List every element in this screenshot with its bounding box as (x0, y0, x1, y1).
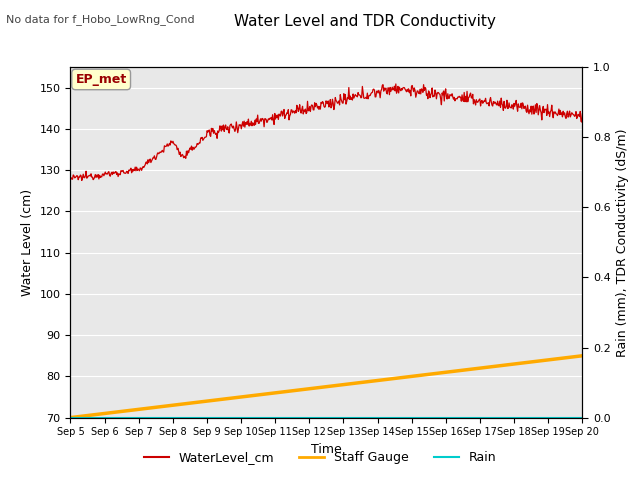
Text: EP_met: EP_met (76, 73, 127, 86)
Legend: WaterLevel_cm, Staff Gauge, Rain: WaterLevel_cm, Staff Gauge, Rain (138, 446, 502, 469)
X-axis label: Time: Time (311, 443, 342, 456)
Text: No data for f_Hobo_LowRng_Cond: No data for f_Hobo_LowRng_Cond (6, 14, 195, 25)
Y-axis label: Water Level (cm): Water Level (cm) (21, 189, 34, 296)
Y-axis label: Rain (mm), TDR Conductivity (dS/m): Rain (mm), TDR Conductivity (dS/m) (616, 128, 629, 357)
Text: Water Level and TDR Conductivity: Water Level and TDR Conductivity (234, 14, 496, 29)
